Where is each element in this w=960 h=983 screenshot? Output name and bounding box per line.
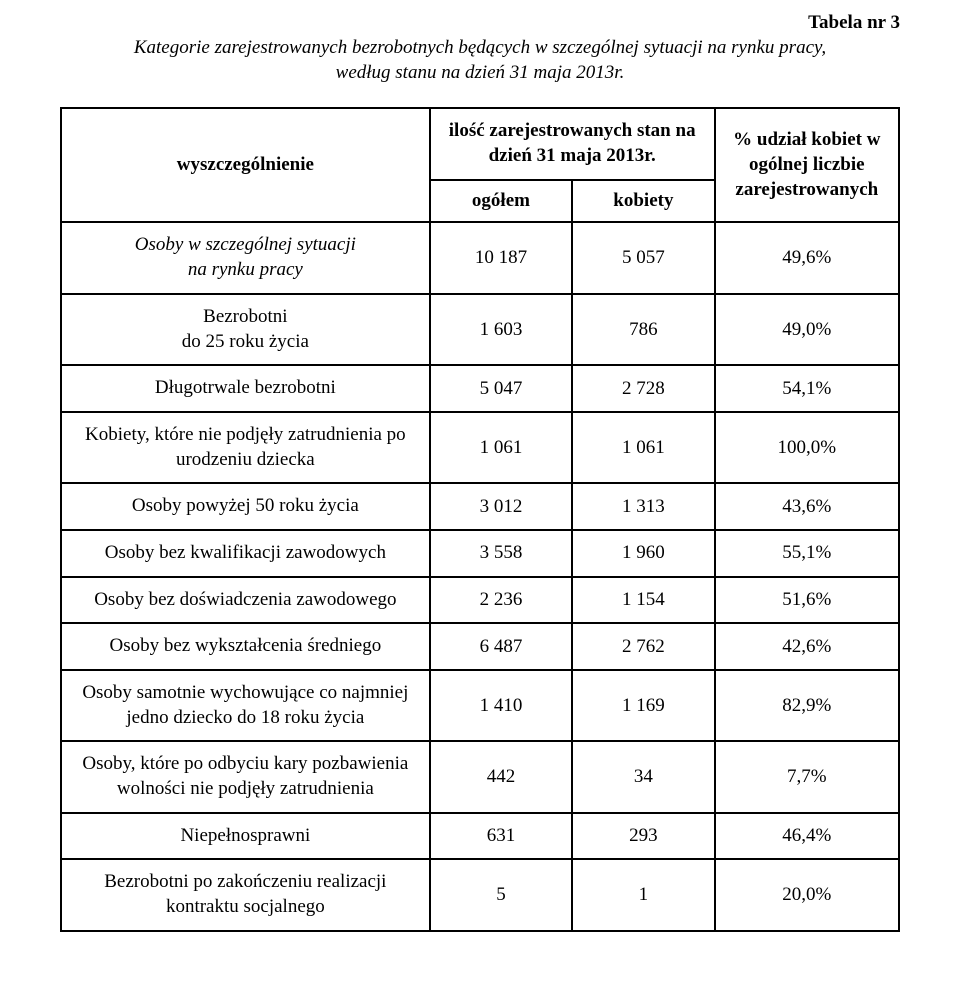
table-body: Osoby w szczególnej sytuacjina rynku pra…: [61, 222, 899, 930]
cell-ogolem: 1 603: [430, 294, 572, 365]
row-label: Osoby bez kwalifikacji zawodowych: [61, 530, 430, 577]
cell-pct: 46,4%: [715, 813, 899, 860]
page: Tabela nr 3 Kategorie zarejestrowanych b…: [0, 0, 960, 972]
cell-pct: 54,1%: [715, 365, 899, 412]
table-row: Długotrwale bezrobotni5 0472 72854,1%: [61, 365, 899, 412]
row-label: Osoby powyżej 50 roku życia: [61, 483, 430, 530]
table-row: Osoby w szczególnej sytuacjina rynku pra…: [61, 222, 899, 293]
table-row: Osoby samotnie wychowujące co najmniej j…: [61, 670, 899, 741]
cell-kobiety: 5 057: [572, 222, 714, 293]
cell-kobiety: 2 728: [572, 365, 714, 412]
cell-pct: 55,1%: [715, 530, 899, 577]
cell-ogolem: 2 236: [430, 577, 572, 624]
cell-pct: 82,9%: [715, 670, 899, 741]
cell-kobiety: 786: [572, 294, 714, 365]
cell-pct: 49,0%: [715, 294, 899, 365]
row-label: Osoby w szczególnej sytuacjina rynku pra…: [61, 222, 430, 293]
table-row: Osoby bez kwalifikacji zawodowych3 5581 …: [61, 530, 899, 577]
table-row: Niepełnosprawni63129346,4%: [61, 813, 899, 860]
cell-ogolem: 10 187: [430, 222, 572, 293]
table-number-label: Tabela nr 3: [60, 12, 900, 34]
header-ilosc-zarejestrowanych: ilość zarejestrowanych stan na dzień 31 …: [430, 108, 715, 179]
row-label: Długotrwale bezrobotni: [61, 365, 430, 412]
cell-pct: 42,6%: [715, 623, 899, 670]
row-label: Bezrobotnido 25 roku życia: [61, 294, 430, 365]
row-label: Kobiety, które nie podjęły zatrudnienia …: [61, 412, 430, 483]
cell-ogolem: 6 487: [430, 623, 572, 670]
cell-pct: 100,0%: [715, 412, 899, 483]
header-ogolem: ogółem: [430, 180, 572, 223]
cell-pct: 43,6%: [715, 483, 899, 530]
cell-kobiety: 1 313: [572, 483, 714, 530]
row-label: Osoby samotnie wychowujące co najmniej j…: [61, 670, 430, 741]
header-kobiety: kobiety: [572, 180, 714, 223]
row-label: Bezrobotni po zakończeniu realizacji kon…: [61, 859, 430, 930]
cell-kobiety: 1 960: [572, 530, 714, 577]
table-row: Osoby powyżej 50 roku życia3 0121 31343,…: [61, 483, 899, 530]
cell-ogolem: 3 558: [430, 530, 572, 577]
cell-kobiety: 1 061: [572, 412, 714, 483]
cell-ogolem: 631: [430, 813, 572, 860]
table-row: Kobiety, które nie podjęły zatrudnienia …: [61, 412, 899, 483]
cell-ogolem: 5 047: [430, 365, 572, 412]
table-caption: Kategorie zarejestrowanych bezrobotnych …: [60, 36, 900, 85]
table-row: Osoby, które po odbyciu kary pozbawienia…: [61, 741, 899, 812]
cell-kobiety: 2 762: [572, 623, 714, 670]
table-row: Osoby bez wykształcenia średniego6 4872 …: [61, 623, 899, 670]
table-row: Osoby bez doświadczenia zawodowego2 2361…: [61, 577, 899, 624]
cell-kobiety: 1 154: [572, 577, 714, 624]
data-table: wyszczególnienie ilość zarejestrowanych …: [60, 107, 900, 931]
cell-ogolem: 5: [430, 859, 572, 930]
table-head: wyszczególnienie ilość zarejestrowanych …: [61, 108, 899, 222]
cell-kobiety: 293: [572, 813, 714, 860]
cell-kobiety: 1: [572, 859, 714, 930]
table-row: Bezrobotnido 25 roku życia1 60378649,0%: [61, 294, 899, 365]
caption-line-1: Kategorie zarejestrowanych bezrobotnych …: [134, 37, 826, 58]
header-row-1: wyszczególnienie ilość zarejestrowanych …: [61, 108, 899, 179]
cell-pct: 51,6%: [715, 577, 899, 624]
cell-ogolem: 442: [430, 741, 572, 812]
header-udzial-kobiet: % udział kobiet w ogólnej liczbie zareje…: [715, 108, 899, 222]
row-label: Osoby, które po odbyciu kary pozbawienia…: [61, 741, 430, 812]
row-label: Niepełnosprawni: [61, 813, 430, 860]
cell-pct: 49,6%: [715, 222, 899, 293]
cell-ogolem: 1 061: [430, 412, 572, 483]
cell-pct: 7,7%: [715, 741, 899, 812]
header-wyszczegolnienie: wyszczególnienie: [61, 108, 430, 222]
caption-line-2: według stanu na dzień 31 maja 2013r.: [336, 62, 625, 83]
row-label: Osoby bez doświadczenia zawodowego: [61, 577, 430, 624]
cell-ogolem: 1 410: [430, 670, 572, 741]
cell-kobiety: 34: [572, 741, 714, 812]
cell-ogolem: 3 012: [430, 483, 572, 530]
cell-pct: 20,0%: [715, 859, 899, 930]
table-row: Bezrobotni po zakończeniu realizacji kon…: [61, 859, 899, 930]
row-label: Osoby bez wykształcenia średniego: [61, 623, 430, 670]
cell-kobiety: 1 169: [572, 670, 714, 741]
